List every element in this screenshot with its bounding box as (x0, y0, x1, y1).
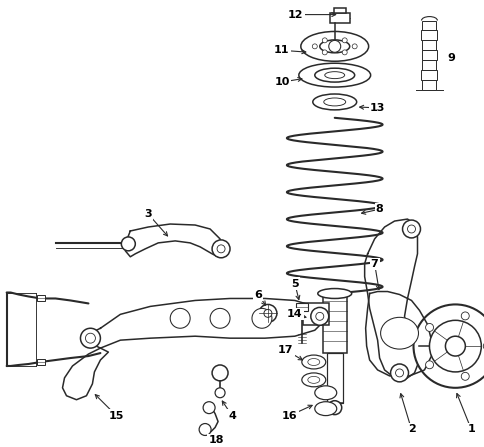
Circle shape (424, 361, 433, 369)
Polygon shape (365, 291, 431, 376)
Text: 18: 18 (208, 435, 223, 445)
Circle shape (407, 225, 415, 233)
Text: 17: 17 (277, 345, 293, 355)
Circle shape (444, 336, 465, 356)
Ellipse shape (380, 317, 418, 349)
Text: 1: 1 (467, 425, 474, 434)
Ellipse shape (307, 358, 319, 366)
Ellipse shape (298, 63, 370, 87)
Circle shape (199, 424, 211, 435)
Circle shape (460, 372, 468, 380)
Polygon shape (125, 224, 222, 257)
Bar (422, 40, 436, 51)
Text: 9: 9 (447, 53, 454, 63)
Circle shape (342, 50, 347, 55)
Text: 3: 3 (144, 209, 152, 219)
Text: 12: 12 (287, 9, 303, 20)
Text: 14: 14 (287, 309, 302, 319)
Circle shape (263, 309, 272, 317)
Text: 7: 7 (370, 259, 378, 269)
Circle shape (217, 245, 225, 253)
FancyBboxPatch shape (302, 304, 328, 325)
Bar (295, 304, 307, 312)
Bar (322, 294, 346, 353)
Circle shape (460, 312, 468, 320)
Ellipse shape (323, 98, 345, 106)
Circle shape (328, 40, 340, 52)
Ellipse shape (307, 376, 319, 384)
Ellipse shape (317, 289, 351, 299)
Circle shape (390, 364, 408, 382)
Circle shape (402, 220, 420, 238)
Ellipse shape (324, 72, 344, 79)
Text: 5: 5 (290, 278, 298, 289)
Ellipse shape (319, 40, 349, 53)
Ellipse shape (314, 402, 336, 416)
Polygon shape (62, 348, 108, 400)
Bar (326, 353, 342, 403)
Circle shape (413, 304, 484, 388)
Circle shape (321, 50, 327, 55)
Circle shape (312, 44, 317, 49)
Circle shape (212, 365, 227, 381)
Circle shape (310, 308, 328, 325)
Bar (422, 80, 436, 90)
Text: 6: 6 (254, 290, 261, 299)
Circle shape (80, 328, 100, 348)
Circle shape (321, 38, 327, 43)
Bar (421, 30, 437, 40)
Bar (422, 51, 437, 60)
Circle shape (342, 38, 347, 43)
Circle shape (424, 324, 433, 331)
Text: 15: 15 (108, 411, 124, 421)
Circle shape (483, 342, 484, 350)
Ellipse shape (300, 31, 368, 61)
Circle shape (351, 44, 356, 49)
Bar (422, 21, 436, 30)
Bar (422, 60, 436, 70)
Polygon shape (364, 219, 419, 380)
Bar (36, 295, 45, 301)
Text: 8: 8 (375, 204, 383, 214)
Circle shape (315, 312, 323, 320)
Bar (36, 359, 45, 365)
Bar (333, 8, 345, 13)
Text: 11: 11 (273, 45, 289, 55)
Circle shape (395, 369, 403, 377)
Circle shape (85, 333, 95, 343)
Circle shape (252, 308, 272, 328)
Ellipse shape (314, 386, 336, 400)
Ellipse shape (314, 68, 354, 82)
Text: 16: 16 (282, 411, 297, 421)
Bar (421, 70, 437, 80)
Ellipse shape (301, 355, 325, 369)
Ellipse shape (301, 373, 325, 387)
Text: 4: 4 (227, 411, 236, 421)
Circle shape (258, 304, 276, 322)
Circle shape (327, 401, 341, 415)
Polygon shape (88, 299, 324, 348)
Circle shape (203, 402, 214, 413)
Circle shape (214, 388, 225, 398)
Circle shape (121, 237, 135, 251)
Circle shape (210, 308, 229, 328)
Bar (329, 13, 349, 22)
Text: 10: 10 (273, 77, 289, 87)
Circle shape (212, 240, 229, 258)
Text: 2: 2 (407, 425, 414, 434)
Circle shape (428, 320, 480, 372)
Text: 13: 13 (369, 103, 384, 113)
Circle shape (170, 308, 190, 328)
Ellipse shape (312, 94, 356, 110)
